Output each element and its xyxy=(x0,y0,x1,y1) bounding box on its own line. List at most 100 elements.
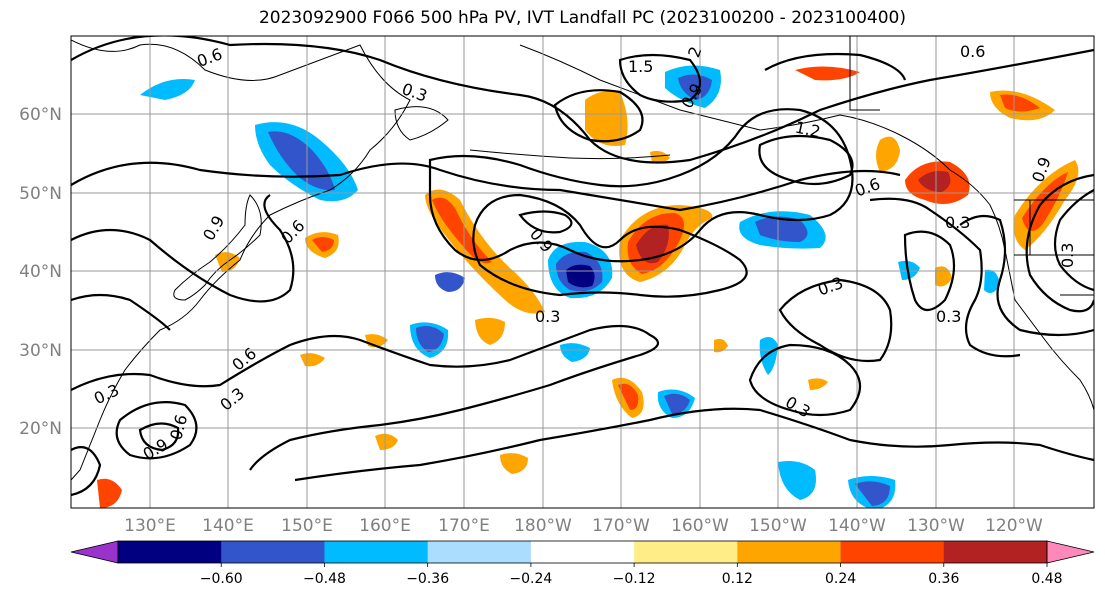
contour-label: 0.9 xyxy=(199,212,228,244)
lon-label: 130°E xyxy=(124,516,176,536)
contour-line xyxy=(778,278,893,363)
coastlines xyxy=(71,39,1094,481)
colorbar-tick-label: 0.36 xyxy=(928,571,959,587)
lon-label: 160°E xyxy=(359,516,411,536)
contour-label: 0.3 xyxy=(399,79,429,106)
colorbar-outline xyxy=(117,540,1048,564)
positive-anomaly-region xyxy=(97,478,122,508)
colorbar-segment xyxy=(221,541,325,563)
positive-anomaly-region xyxy=(795,66,860,81)
contour-label: 1.2 xyxy=(793,118,822,142)
negative-anomaly-region xyxy=(664,393,690,414)
positive-anomaly-region xyxy=(636,224,669,264)
positive-anomaly-region xyxy=(650,150,670,164)
lon-label: 130°W xyxy=(907,516,965,536)
positive-anomaly-region xyxy=(500,453,528,474)
coastline-asia xyxy=(71,39,411,481)
colorbar-segment xyxy=(530,541,635,563)
contour-line xyxy=(71,293,171,331)
contour-label: 0.6 xyxy=(960,42,985,61)
colorbar-segment xyxy=(634,541,738,563)
coastline-alaska xyxy=(519,44,1094,411)
negative-anomaly-region xyxy=(566,264,595,288)
contour-label: 1.5 xyxy=(628,57,653,76)
negative-anomaly-region xyxy=(855,481,890,506)
state-border xyxy=(849,36,880,111)
colorbar-arrow-low xyxy=(70,540,119,564)
coastline-aleutians xyxy=(469,149,671,160)
plot-frame xyxy=(70,35,1095,509)
negative-anomaly-region xyxy=(755,216,808,242)
boundaries xyxy=(849,36,1094,296)
contour-line xyxy=(472,193,748,298)
positive-anomaly-region xyxy=(300,353,325,367)
lon-label: 150°W xyxy=(749,516,807,536)
negative-anomaly-region xyxy=(678,74,712,100)
colorbar: −0.60 −0.48 −0.36 −0.24 −0.12 0.12 0.24 0.36 0.4… xyxy=(70,540,1095,587)
positive-anomaly-region xyxy=(585,91,628,146)
contour-line xyxy=(518,210,573,234)
negative-anomaly-region xyxy=(984,269,1000,294)
lat-label: 30°N xyxy=(19,341,62,361)
contour-line xyxy=(618,53,702,103)
colorbar-arrow-high xyxy=(1046,540,1095,564)
contour-label: 0.3 xyxy=(91,380,122,408)
contour-lines xyxy=(71,36,1094,497)
contour-line xyxy=(758,134,854,186)
positive-anomaly-region xyxy=(432,197,492,264)
contour-label: 0.6 xyxy=(277,216,308,247)
map-plot-area: 0.6 0.3 1.5 2 1.2 0.6 0.9 0.3 0.9 0.6 0.… xyxy=(71,36,1094,508)
contour-line xyxy=(748,343,862,417)
positive-anomaly-region xyxy=(312,237,334,252)
contour-label: 0.6 xyxy=(166,413,191,443)
contour-label: 2 xyxy=(684,44,705,60)
colorbar-tick-label: −0.60 xyxy=(200,571,243,587)
contour-label: 0.3 xyxy=(216,384,248,415)
contour-line xyxy=(71,324,660,471)
lat-axis-labels: 60°N 50°N 40°N 30°N 20°N xyxy=(19,105,62,439)
contour-line xyxy=(71,446,102,497)
colorbar-tick-label: −0.36 xyxy=(406,571,449,587)
lat-label: 60°N xyxy=(19,105,62,125)
positive-anomaly-region xyxy=(808,378,828,390)
lon-label: 140°E xyxy=(202,516,254,536)
lon-label: 140°W xyxy=(828,516,886,536)
colorbar-tick-label: 0.48 xyxy=(1031,571,1062,587)
negative-anomaly-region xyxy=(778,461,816,500)
contour-line xyxy=(71,194,295,303)
positive-anomaly-region xyxy=(1000,94,1040,112)
contour-label: 0.9 xyxy=(140,435,172,464)
contour-line xyxy=(1025,173,1094,313)
coastline-japan xyxy=(173,194,262,301)
colorbar-tick-label: −0.24 xyxy=(509,571,552,587)
coastline-kamchatka xyxy=(394,106,449,141)
lon-label: 150°E xyxy=(281,516,333,536)
contour-line xyxy=(138,422,180,452)
contour-line xyxy=(869,197,1021,358)
contour-line xyxy=(764,52,907,81)
contour-label: 0.3 xyxy=(945,213,970,232)
contour-label: 0.6 xyxy=(194,44,224,71)
lon-axis-labels: 130°E 140°E 150°E 160°E 170°E 180°W 170°… xyxy=(124,516,1043,536)
colorbar-segment xyxy=(840,541,945,563)
contour-label: 0.6 xyxy=(228,344,260,375)
lon-label: 170°E xyxy=(438,516,490,536)
contour-line xyxy=(428,108,854,263)
contour-label: 0.3 xyxy=(535,307,560,326)
lat-label: 50°N xyxy=(19,184,62,204)
contour-line xyxy=(553,89,644,143)
lat-label: 40°N xyxy=(19,262,62,282)
lat-label: 20°N xyxy=(19,419,62,439)
negative-anomaly-region xyxy=(560,343,590,362)
colorbar-tick-label: 0.24 xyxy=(825,571,856,587)
contour-label: 0.3 xyxy=(936,307,961,326)
lon-label: 170°W xyxy=(592,516,650,536)
negative-anomaly-region xyxy=(416,326,444,352)
colorbar-tick-label: 0.12 xyxy=(722,571,753,587)
negative-anomaly-region xyxy=(435,272,465,292)
contour-line xyxy=(294,407,1094,482)
colorbar-segment xyxy=(118,541,222,563)
positive-anomaly-region xyxy=(935,266,952,287)
positive-anomaly-region xyxy=(876,136,900,172)
